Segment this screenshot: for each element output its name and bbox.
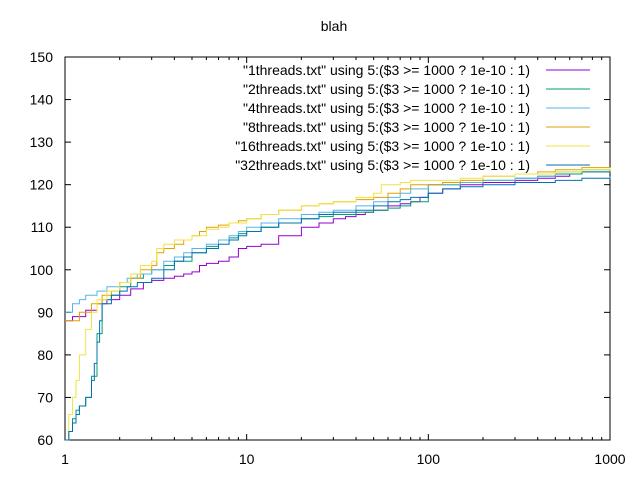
legend-label: "8threads.txt" using 5:($3 >= 1000 ? 1e-… xyxy=(243,119,530,135)
x-tick-label: 100 xyxy=(417,451,441,467)
series-line-4 xyxy=(65,167,610,322)
y-tick-label: 140 xyxy=(30,92,54,108)
y-tick-label: 90 xyxy=(37,304,53,320)
x-tick-label: 1000 xyxy=(594,451,625,467)
y-tick-label: 130 xyxy=(30,134,54,150)
series-group xyxy=(65,167,611,441)
x-tick-label: 10 xyxy=(239,451,255,467)
legend-label: "16threads.txt" using 5:($3 >= 1000 ? 1e… xyxy=(235,138,530,154)
y-tick-label: 70 xyxy=(37,389,53,405)
legend-label: "32threads.txt" using 5:($3 >= 1000 ? 1e… xyxy=(235,157,530,173)
y-tick-label: 150 xyxy=(30,49,54,65)
legend-label: "1threads.txt" using 5:($3 >= 1000 ? 1e-… xyxy=(243,62,530,78)
series-line-1 xyxy=(65,171,610,322)
series-line-6 xyxy=(65,176,611,441)
y-tick-label: 100 xyxy=(30,262,54,278)
x-axis: 1 10 100 1000 xyxy=(61,57,626,467)
y-tick-label: 110 xyxy=(31,219,54,235)
legend-label: "4threads.txt" using 5:($3 >= 1000 ? 1e-… xyxy=(243,100,530,116)
series-line-5 xyxy=(65,167,611,441)
legend: "1threads.txt" using 5:($3 >= 1000 ? 1e-… xyxy=(235,62,590,173)
y-tick-label: 80 xyxy=(37,347,53,363)
plot-frame xyxy=(64,56,611,441)
y-tick-label: 120 xyxy=(30,177,54,193)
chart-title: blah xyxy=(321,18,347,34)
y-axis: 60 70 80 90 100 110 120 130 140 150 xyxy=(30,49,610,448)
x-tick-label: 1 xyxy=(61,451,69,467)
series-line-3 xyxy=(65,167,611,313)
legend-label: "2threads.txt" using 5:($3 >= 1000 ? 1e-… xyxy=(243,81,530,97)
y-tick-label: 60 xyxy=(37,432,53,448)
